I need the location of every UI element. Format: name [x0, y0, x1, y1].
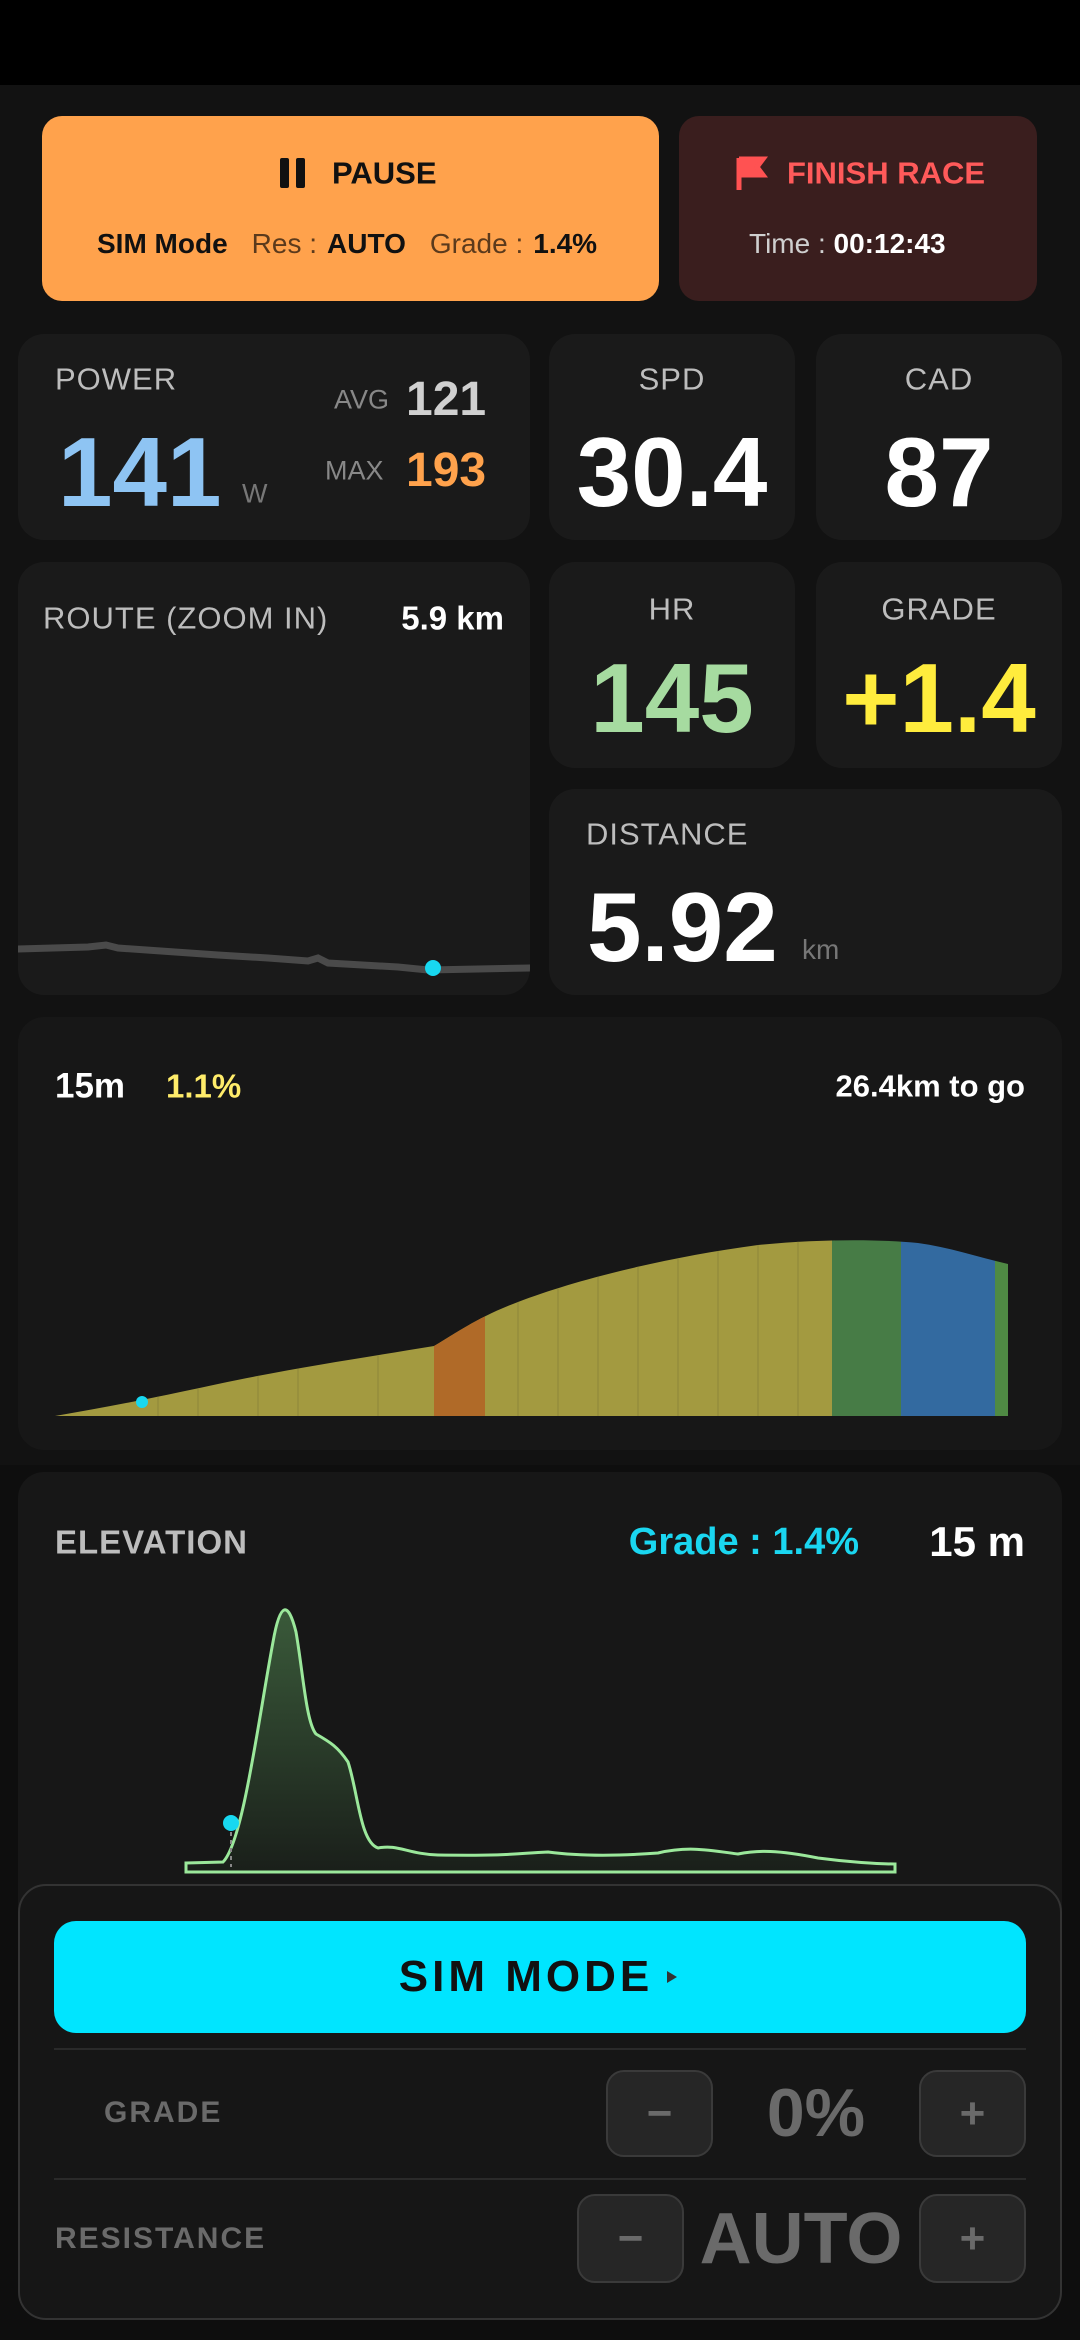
finish-button[interactable]: FINISH RACE Time : 00:12:43 [679, 116, 1037, 301]
time-label: Time : [749, 228, 826, 259]
sim-mode-button[interactable]: SIM MODE [54, 1921, 1026, 2033]
avg-value: 121 [406, 373, 487, 426]
speed-value: 30.4 [576, 417, 768, 527]
elevation-grade: Grade : 1.4% [628, 1521, 859, 1563]
arrow-icon [667, 1971, 677, 1983]
hr-value: 145 [590, 643, 754, 753]
flag-icon [736, 156, 768, 190]
hr-label: HR [648, 591, 696, 627]
elevation-value: 15 m [929, 1518, 1025, 1565]
divider [54, 2048, 1026, 2050]
res-label: Res : [251, 228, 318, 259]
avg-label: AVG [334, 384, 390, 415]
profile-grade: 1.1% [166, 1067, 242, 1105]
resistance-value: AUTO [699, 2199, 903, 2279]
sim-mode-label: SIM MODE [398, 1952, 654, 2001]
remaining-distance: 26.4km to go [835, 1068, 1026, 1104]
elevation-card: ELEVATION Grade : 1.4% 15 m [18, 1472, 1062, 1932]
grade-control-label: GRADE [104, 2096, 223, 2129]
speed-label: SPD [638, 361, 706, 397]
power-value: 141 [58, 417, 222, 527]
grade-control-value: 0% [766, 2075, 866, 2151]
route-map [18, 941, 530, 976]
resistance-label: RESISTANCE [55, 2222, 267, 2255]
mode: SIM Mode [97, 228, 228, 259]
elevation-title: ELEVATION [55, 1523, 248, 1561]
plus-label: + [959, 2088, 986, 2138]
grade-label: Grade : [429, 228, 524, 259]
profile-elevation: 15m [55, 1066, 126, 1106]
status-bar [0, 0, 1080, 85]
route-title: ROUTE (ZOOM IN) [43, 600, 329, 636]
max-label: MAX [325, 455, 384, 486]
cadence-value: 87 [884, 417, 994, 527]
resistance-plus-button[interactable]: + [919, 2194, 1026, 2283]
hr-card: HR 145 [549, 562, 795, 768]
pause-label: PAUSE [332, 155, 437, 191]
distance-value: 5.92 [587, 872, 778, 982]
elevation-chart [184, 1608, 897, 1874]
grade-value: 1.4% [533, 228, 598, 259]
speed-card: SPD 30.4 [549, 334, 795, 540]
cadence-card: CAD 87 [816, 334, 1062, 540]
power-label: POWER [55, 361, 178, 397]
grade-label: GRADE [881, 591, 997, 627]
divider [54, 2178, 1026, 2180]
time-value: 00:12:43 [833, 228, 946, 259]
minus-label: − [646, 2088, 673, 2138]
cadence-label: CAD [904, 361, 974, 397]
profile-card: 15m 1.1% 26.4km to go [18, 1017, 1062, 1450]
pause-icon [296, 158, 305, 188]
distance-card: DISTANCE 5.92 km [549, 789, 1062, 995]
res-value: AUTO [327, 228, 406, 259]
route-card: ROUTE (ZOOM IN) 5.9 km [18, 562, 530, 995]
plus-label: + [959, 2213, 986, 2263]
resistance-minus-button[interactable]: − [577, 2194, 684, 2283]
finish-label: FINISH RACE [787, 155, 986, 191]
minus-label: − [617, 2213, 644, 2263]
power-card: POWER 141 W AVG 121 MAX 193 [18, 334, 530, 540]
pause-icon [280, 158, 289, 188]
time-line: Time : 00:12:43 [749, 230, 946, 258]
distance-unit: km [802, 934, 840, 965]
course-profile [55, 1240, 1008, 1416]
power-unit: W [242, 478, 268, 509]
pause-button[interactable]: PAUSE SIM Mode Res : AUTO Grade : 1.4% [42, 116, 659, 301]
status-line: SIM Mode Res : AUTO Grade : 1.4% [97, 230, 597, 258]
distance-label: DISTANCE [586, 816, 749, 852]
grade-plus-button[interactable]: + [919, 2070, 1026, 2157]
grade-card: GRADE +1.4 [816, 562, 1062, 768]
max-value: 193 [406, 444, 487, 497]
grade-value: +1.4 [842, 643, 1036, 753]
route-distance: 5.9 km [401, 599, 504, 637]
grade-minus-button[interactable]: − [606, 2070, 713, 2157]
